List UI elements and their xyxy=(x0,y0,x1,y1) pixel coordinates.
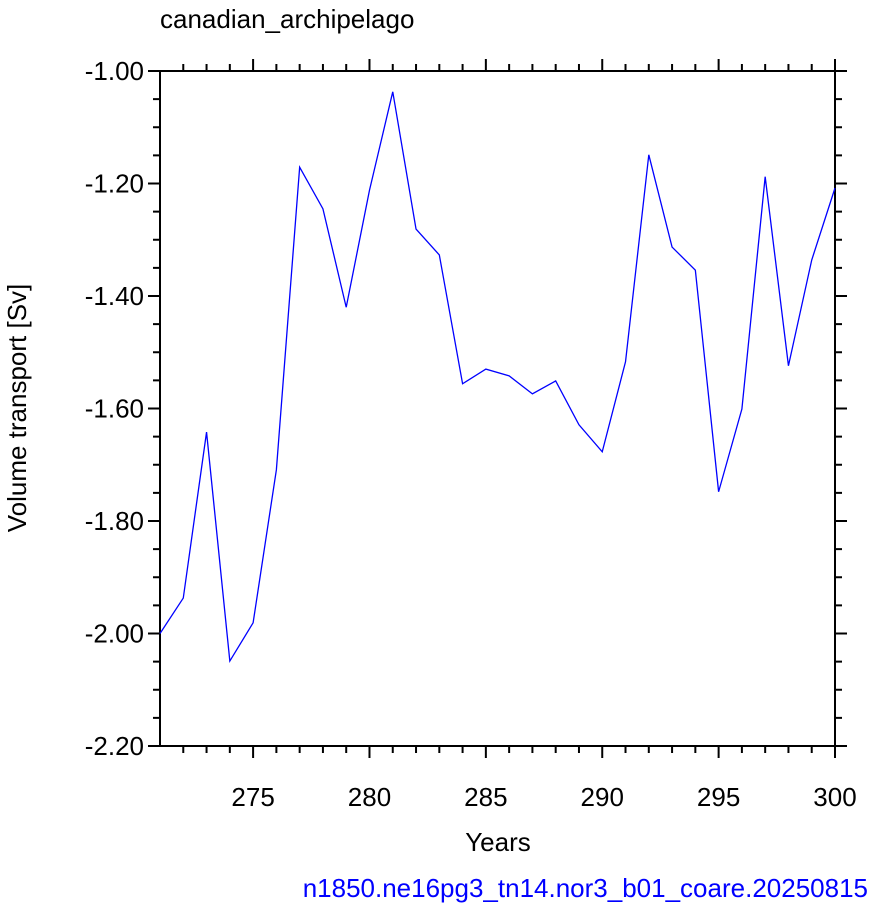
y-tick-label: -1.00 xyxy=(85,56,144,86)
x-tick-label: 295 xyxy=(697,782,740,812)
x-tick-label: 300 xyxy=(813,782,856,812)
chart-title: canadian_archipelago xyxy=(160,4,414,34)
x-tick-label: 280 xyxy=(348,782,391,812)
y-tick-label: -2.00 xyxy=(85,619,144,649)
x-axis-label: Years xyxy=(465,827,531,857)
data-line xyxy=(159,91,836,664)
y-tick-label: -1.60 xyxy=(85,394,144,424)
y-tick-label: -2.20 xyxy=(85,731,144,761)
x-tick-label: 285 xyxy=(464,782,507,812)
plot-frame xyxy=(159,70,836,747)
y-axis-label: Volume transport [Sv] xyxy=(2,284,32,533)
y-tick-label: -1.40 xyxy=(85,281,144,311)
x-tick-label: 290 xyxy=(581,782,624,812)
y-tick-label: -1.20 xyxy=(85,169,144,199)
subtitle: n1850.ne16pg3_tn14.nor3_b01_coare.202508… xyxy=(303,873,868,903)
x-tick-label: 275 xyxy=(231,782,274,812)
y-tick-label: -1.80 xyxy=(85,506,144,536)
